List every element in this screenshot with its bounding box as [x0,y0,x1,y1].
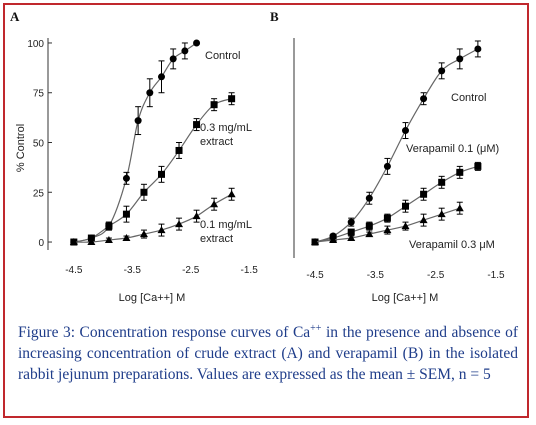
panel-b-x-tick-label: -2.5 [427,270,445,281]
panel-b-series-1-point [474,162,482,170]
panel-a-series-1-point [140,188,148,196]
panel-a-series-1-curve [73,98,232,243]
panel-b-series-1-point [347,228,355,236]
panel-b-series-1-curve [314,165,479,243]
panel-a-series-2-point [87,238,96,246]
panel-b-series-0-point [365,194,373,202]
panel-b-series-2-point [311,238,320,246]
panel-b-series-0-point [347,218,355,226]
panel-a-x-tick-label: -1.5 [241,265,259,276]
figure-caption: Figure 3: Concentration response curves … [18,318,518,385]
panel-b-series-0-point [402,127,409,135]
panel-a-series-0-point [122,174,130,182]
panel-a-series-label-0-3-line2: extract [200,136,233,148]
panel-a-letter: A [10,9,20,24]
panel-a-series-1-point [228,95,236,103]
panel-a-x-tick-label: -3.5 [124,265,142,276]
panel-a-series-0-point [134,117,142,125]
panel-b-series-0-point [456,55,464,63]
panel-a-series-2-point [139,230,148,238]
panel-a-series-2-curve [73,193,232,243]
panel-b-x-tick-label: -3.5 [367,270,385,281]
panel-b: B -4.5 -3.5 -2.5 -1.5 Log [Ca++] M Control … [270,9,505,304]
panel-b-series-1-point [456,168,464,176]
panel-a-series-1-point [175,146,183,154]
panel-b-x-ticks: -4.5 -3.5 -2.5 -1.5 [306,270,505,281]
panel-a-series-1-point [193,121,201,129]
panel-b-series-label-control: Control [451,92,486,104]
panel-a-y-tick-label: 75 [33,89,45,100]
panel-b-series-2-point [401,222,410,230]
panel-b-x-tick-label: -1.5 [487,270,505,281]
panel-b-series-2-point [329,236,338,244]
panel-b-letter: B [270,9,279,24]
panel-b-series-2-point [365,230,374,238]
panel-a-series-label-0-1-line1: 0.1 mg/mL [200,219,252,231]
panel-a-series-0-point [181,47,189,55]
panel-a-series-0-point [169,55,177,63]
caption-prefix: Figure 3: Concentration response curves … [18,324,311,342]
panel-b-series-1-point [365,222,373,230]
panel-b-plot [311,40,482,246]
panel-a-ylabel: % Control [15,124,27,172]
caption-rest: in the presence and absence of increasin… [18,324,519,384]
panel-a-plot [69,39,236,246]
panel-a-y-tick-label: 50 [33,139,45,150]
panel-a-series-0-point [158,73,165,81]
panel-b-series-1-point [383,214,391,222]
panel-a-series-2-point [69,238,78,246]
panel-a-series-label-0-1: 0.1 mg/mL extract [200,219,255,245]
panel-a-y-tick-label: 0 [38,238,44,249]
panel-b-series-1-point [438,178,446,186]
panel-b-series-1-point [402,202,409,210]
panel-b-series-0-point [438,67,446,75]
panel-a-series-2-point [104,236,113,244]
panel-a-series-label-0-3: 0.3 mg/mL extract [200,122,255,148]
panel-a-series-2-point [157,226,166,234]
panel-a-series-1-point [210,101,218,109]
panel-a-series-0-curve [73,42,197,243]
panel-b-series-label-verapamil-0-3: Verapamil 0.3 μM [409,239,495,251]
panel-a-series-label-control: Control [205,50,240,62]
panel-a-x-tick-label: -2.5 [182,265,200,276]
panel-b-series-2-point [347,234,356,242]
panel-a-series-2-point [210,200,219,208]
panel-a-y-ticks: 0 25 50 75 100 [27,39,52,249]
panel-a-series-2-point [227,190,236,198]
panel-a-y-tick-label: 100 [27,39,44,50]
panel-a-y-tick-label: 25 [33,188,45,199]
panel-a-series-2-point [122,234,131,242]
panel-a-series-2-point [192,212,201,220]
panel-b-series-1-point [420,190,428,198]
panel-a-series-label-0-3-line1: 0.3 mg/mL [200,122,252,134]
panel-a-series-2-point [175,220,184,228]
panel-a-series-0-point [193,39,201,47]
caption-superscript: ++ [310,323,322,334]
panel-b-series-2-point [383,226,392,234]
panel-a-series-1-point [122,210,130,218]
panel-a-x-tick-label: -4.5 [65,265,83,276]
panel-b-series-2-point [419,216,428,224]
panel-b-series-0-point [474,45,482,53]
panel-a-series-label-0-1-line2: extract [200,233,233,245]
panel-b-series-0-point [420,95,428,103]
panel-b-series-0-point [383,162,391,170]
panel-a-series-1-point [105,222,113,230]
panel-a-xlabel: Log [Ca++] M [119,292,186,304]
panel-b-xlabel: Log [Ca++] M [372,292,439,304]
panel-b-series-2-point [455,204,464,212]
panel-a-series-0-point [146,89,154,97]
panel-a-series-1-point [158,170,165,178]
panel-b-x-tick-label: -4.5 [306,270,324,281]
panel-a-x-ticks: -4.5 -3.5 -2.5 -1.5 [65,265,258,276]
panel-b-series-label-verapamil-0-1: Verapamil 0.1 (μM) [406,143,499,155]
panel-b-series-2-point [437,210,446,218]
panel-b-series-0-curve [314,48,479,243]
